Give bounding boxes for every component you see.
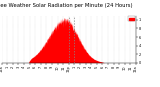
Text: Milwaukee Weather Solar Radiation per Minute (24 Hours): Milwaukee Weather Solar Radiation per Mi… (0, 3, 133, 8)
Legend:  (128, 16, 136, 21)
